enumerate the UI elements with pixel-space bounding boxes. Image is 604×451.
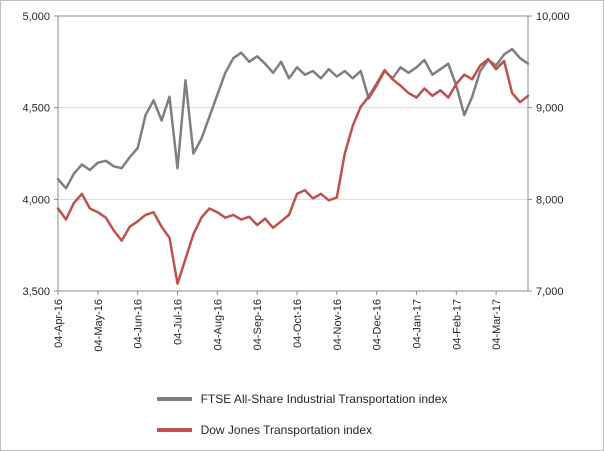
x-axis-tick-label: 04-Jul-16 (172, 299, 184, 345)
series-line-1 (56, 57, 530, 285)
right-axis-tick-label: 8,000 (536, 194, 564, 206)
legend-swatch-dow-line (156, 428, 192, 432)
x-axis-tick-label: 04-Dec-16 (372, 299, 384, 350)
right-axis-tick-label: 10,000 (536, 11, 570, 23)
series-line-0 (56, 47, 530, 190)
x-axis-tick-label: 04-Feb-17 (451, 299, 463, 350)
line-chart: 3,500 4,000 4,500 5,000 7,000 8,000 9,000 10,00… (22, 11, 570, 352)
legend-item-dow: Dow Jones Transportation index (156, 423, 373, 437)
chart-legend: FTSE All-Share Industrial Transportation… (156, 392, 448, 437)
x-axis-tick-label: 04-Aug-16 (212, 299, 224, 350)
left-axis-tick-label: 3,500 (22, 286, 50, 298)
left-axis-tick-label: 5,000 (22, 11, 50, 23)
right-axis-tick-label: 7,000 (536, 286, 564, 298)
right-axis-tick-label: 9,000 (536, 103, 564, 115)
x-axis-tick-label: 04-Nov-16 (332, 299, 344, 350)
plot-border (57, 15, 529, 292)
left-axis-tick-label: 4,500 (22, 103, 50, 115)
x-axis-tick-label: 04-Oct-16 (292, 299, 304, 348)
left-axis-tick-label: 4,000 (22, 194, 50, 206)
x-axis-tick-label: 04-Apr-16 (53, 299, 65, 348)
x-axis-tick-label: 04-Jan-17 (411, 299, 423, 349)
legend-label-ftse: FTSE All-Share Industrial Transportation… (200, 392, 448, 406)
x-axis-tick-label: 04-Jun-16 (133, 299, 145, 349)
x-axis-tick-label: 04-Mar-17 (491, 299, 503, 350)
x-axis-tick-label: 04-Sep-16 (252, 299, 264, 350)
legend-swatch-ftse-line (156, 397, 192, 401)
legend-label-dow: Dow Jones Transportation index (200, 423, 373, 437)
x-axis-tick-label: 04-May-16 (93, 299, 105, 352)
legend-item-ftse: FTSE All-Share Industrial Transportation… (156, 392, 448, 406)
